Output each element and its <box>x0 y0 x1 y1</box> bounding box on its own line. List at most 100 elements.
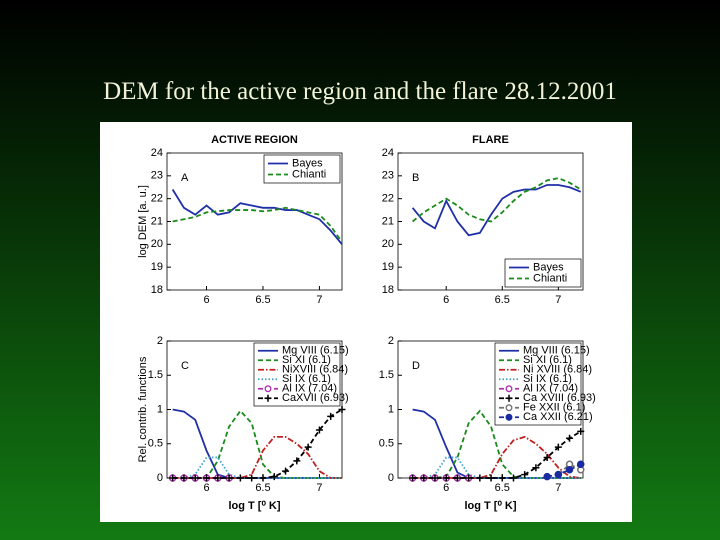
legend-label: Si XI (6.1) <box>523 354 572 366</box>
y-tick-label: 19 <box>382 261 394 273</box>
figure-background <box>100 122 632 522</box>
legend-label: Si IX (6.1) <box>282 373 331 385</box>
y-tick-label: 0 <box>388 472 394 484</box>
y-axis-label: log DEM [a. u.] <box>137 185 149 258</box>
y-tick-label: 0 <box>157 472 163 484</box>
slide-title: DEM for the active region and the flare … <box>103 78 617 105</box>
y-tick-label: 20 <box>151 238 163 250</box>
x-tick-label: 7 <box>316 482 322 494</box>
marker <box>214 474 222 482</box>
legend-label: Bayes <box>292 157 323 169</box>
legend-label: NiXVIII (6.84) <box>282 364 348 376</box>
panel-letter: C <box>181 360 189 372</box>
legend-label: CaXVII (6.93) <box>282 392 349 404</box>
y-tick-label: 19 <box>151 261 163 273</box>
marker <box>169 474 177 482</box>
x-tick-label: 6.5 <box>495 294 510 306</box>
marker <box>509 474 517 482</box>
x-tick-label: 7 <box>555 482 561 494</box>
legend-label: Al IX (7.04) <box>282 383 337 395</box>
panel-letter: B <box>412 172 419 184</box>
legend-marker <box>264 394 272 402</box>
legend-label: Mg VIII (6.15) <box>523 345 590 357</box>
y-tick-label: 20 <box>382 238 394 250</box>
legend-label: Mg VIII (6.15) <box>282 345 349 357</box>
y-tick-label: 21 <box>382 215 394 227</box>
marker <box>577 460 585 469</box>
marker <box>409 474 417 482</box>
series-line <box>412 430 582 479</box>
marker <box>543 472 551 481</box>
marker <box>327 412 335 420</box>
series-line <box>172 408 343 479</box>
y-tick-label: 18 <box>151 284 163 296</box>
legend-label: Ni XVIII (6.84) <box>523 364 592 376</box>
y-tick-label: 24 <box>382 147 394 159</box>
legend-marker <box>264 385 272 393</box>
x-axis-label: log T [⁰ K] <box>464 500 516 512</box>
marker <box>338 406 346 413</box>
legend-box <box>263 154 341 184</box>
marker <box>315 426 323 434</box>
marker <box>270 473 278 481</box>
y-tick-label: 1.5 <box>148 369 163 381</box>
marker <box>180 474 188 482</box>
y-tick-label: 1 <box>388 403 394 415</box>
marker <box>282 467 290 475</box>
y-axis-label: Rel. contrib. functions <box>137 356 149 462</box>
marker <box>577 427 585 435</box>
marker <box>293 457 301 465</box>
marker <box>566 434 574 442</box>
marker <box>248 474 256 482</box>
y-tick-label: 0.5 <box>379 438 394 450</box>
marker <box>554 443 562 451</box>
x-tick-label: 6.5 <box>255 482 270 494</box>
chart-title: ACTIVE REGION <box>211 134 298 146</box>
y-tick-label: 24 <box>151 147 163 159</box>
marker <box>259 474 267 482</box>
y-tick-label: 22 <box>382 193 394 205</box>
y-tick-label: 23 <box>382 170 394 182</box>
marker <box>487 474 495 482</box>
y-tick-label: 2 <box>157 335 163 347</box>
x-tick-label: 6 <box>203 294 209 306</box>
marker <box>191 474 199 482</box>
legend-marker <box>505 394 513 402</box>
marker <box>565 466 574 474</box>
y-tick-label: 18 <box>382 284 394 296</box>
x-tick-label: 6.5 <box>495 482 510 494</box>
panel-letter: A <box>181 172 189 184</box>
y-tick-label: 22 <box>151 193 163 205</box>
marker <box>304 443 312 451</box>
series-line <box>546 463 582 478</box>
y-tick-label: 21 <box>151 215 163 227</box>
legend-label: Si XI (6.1) <box>282 354 331 366</box>
y-tick-label: 2 <box>388 335 394 347</box>
legend-marker <box>505 404 513 412</box>
y-tick-label: 1.5 <box>379 369 394 381</box>
marker <box>465 474 473 482</box>
legend-label: Al IX (7.04) <box>523 383 578 395</box>
x-tick-label: 6 <box>443 482 449 494</box>
marker <box>476 474 484 482</box>
y-tick-label: 0.5 <box>148 438 163 450</box>
marker <box>225 474 233 482</box>
marker <box>554 470 563 479</box>
legend-marker <box>505 413 513 421</box>
marker <box>532 464 540 472</box>
legend-marker <box>505 385 513 393</box>
legend-label: Ca XVIII (6.93) <box>523 392 596 404</box>
series-line <box>412 177 582 223</box>
marker <box>236 474 244 482</box>
legend-label: Chianti <box>292 168 326 180</box>
marker <box>453 474 461 482</box>
marker <box>203 474 211 482</box>
panel-letter: D <box>412 360 420 372</box>
marker <box>521 471 529 479</box>
legend-label: Chianti <box>533 272 567 284</box>
marker <box>420 474 428 482</box>
legend-label: Bayes <box>533 261 564 273</box>
marker <box>442 474 450 482</box>
